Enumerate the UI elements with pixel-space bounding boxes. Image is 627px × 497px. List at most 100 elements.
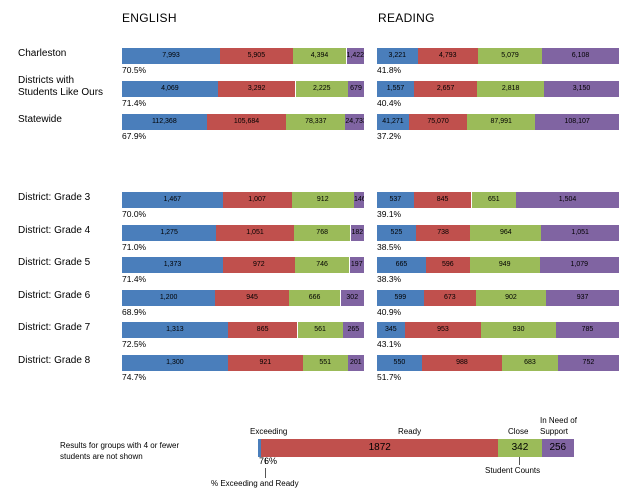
english-bar-close: 78,337 bbox=[286, 114, 346, 130]
reading-bar-exceeding: 550 bbox=[377, 354, 422, 371]
english-bar-close: 666 bbox=[288, 289, 341, 306]
reading-bar-in-need-of-support: 1,504 bbox=[516, 192, 619, 208]
row-label: District: Grade 6 bbox=[18, 290, 90, 302]
legend-bar-exceeding bbox=[258, 439, 262, 457]
reading-pct-label: 41.8% bbox=[377, 65, 402, 75]
english-pct-label: 70.0% bbox=[122, 209, 147, 219]
legend-pct-tick bbox=[265, 458, 266, 464]
english-bar-close: 551 bbox=[302, 354, 348, 371]
english-bar-in-need-of-support: 197 bbox=[349, 257, 364, 273]
row-label: Statewide bbox=[18, 114, 62, 126]
reading-bar-close: 902 bbox=[475, 289, 547, 306]
english-bar-close: 2,225 bbox=[295, 81, 348, 97]
english-bar-close: 768 bbox=[293, 224, 351, 241]
legend-bar-close: 342 bbox=[498, 439, 542, 457]
reading-pct-label: 38.3% bbox=[377, 274, 402, 284]
english-bar-close: 4,394 bbox=[292, 48, 347, 64]
reading-bar-close: 651 bbox=[471, 192, 517, 208]
reading-bar-ready: 845 bbox=[413, 192, 472, 208]
legend-note: Results for groups with 4 or fewer stude… bbox=[60, 440, 179, 462]
english-bar-in-need-of-support: 265 bbox=[342, 322, 364, 338]
english-pct-label: 71.0% bbox=[122, 241, 147, 252]
row-label-line: District: Grade 6 bbox=[18, 289, 91, 301]
reading-bar-exceeding: 537 bbox=[377, 192, 414, 208]
legend-note-line-1: Results for groups with 4 or fewer bbox=[60, 441, 180, 450]
row-label-line: Districts with bbox=[18, 75, 75, 86]
reading-bar-in-need-of-support: 1,079 bbox=[539, 257, 619, 273]
english-bar-close: 561 bbox=[297, 322, 343, 338]
reading-bar-in-need-of-support: 6,108 bbox=[542, 48, 619, 64]
reading-bar-close: 930 bbox=[481, 322, 556, 338]
reading-bar-in-need-of-support: 108,107 bbox=[535, 114, 619, 130]
reading-pct-label: 43.1% bbox=[377, 339, 402, 349]
row-label-line: District: Grade 8 bbox=[18, 354, 91, 366]
row-label-line: District: Grade 5 bbox=[18, 257, 91, 268]
legend-label-support-line-1: In Need of bbox=[540, 416, 577, 425]
row-label: District: Grade 5 bbox=[18, 257, 90, 269]
english-bar-exceeding: 1,275 bbox=[122, 224, 217, 241]
legend-bar-ready: 1872 bbox=[261, 439, 499, 457]
english-bar-exceeding: 1,313 bbox=[122, 322, 228, 338]
english-bar-exceeding: 112,368 bbox=[122, 114, 207, 130]
legend-count-caption: Student Counts bbox=[485, 466, 541, 475]
row-label-line: District: Grade 7 bbox=[18, 322, 91, 333]
reading-bar-ready: 953 bbox=[404, 322, 482, 338]
row-label: Charleston bbox=[18, 48, 66, 60]
reading-bar-ready: 75,070 bbox=[409, 114, 468, 130]
legend-label-exceeding: Exceeding bbox=[250, 427, 288, 436]
row-label-line: District: Grade 3 bbox=[18, 192, 91, 203]
english-bar-close: 912 bbox=[291, 192, 354, 208]
reading-bar-close: 87,991 bbox=[467, 114, 536, 130]
english-bar-in-need-of-support: 24,733 bbox=[345, 114, 364, 130]
english-bar-in-need-of-support: 182 bbox=[350, 224, 364, 241]
row-label-line: District: Grade 4 bbox=[18, 224, 91, 236]
legend-pct-caption: % Exceeding and Ready bbox=[211, 479, 299, 488]
english-bar-exceeding: 7,993 bbox=[122, 48, 221, 64]
english-bar-close: 746 bbox=[294, 257, 350, 273]
reading-bar-ready: 988 bbox=[421, 354, 503, 371]
english-bar-exceeding: 1,467 bbox=[122, 192, 223, 208]
reading-bar-in-need-of-support: 752 bbox=[557, 354, 619, 371]
english-bar-exceeding: 1,373 bbox=[122, 257, 224, 273]
reading-bar-exceeding: 345 bbox=[377, 322, 405, 338]
reading-bar-ready: 738 bbox=[415, 224, 471, 241]
legend-note-line-2: students are not shown bbox=[60, 452, 143, 461]
english-bar-ready: 972 bbox=[223, 257, 295, 273]
reading-bar-close: 683 bbox=[502, 354, 558, 371]
english-bar-exceeding: 1,300 bbox=[122, 354, 228, 371]
legend-bar-in-need-of-support: 256 bbox=[541, 439, 574, 457]
reading-bar-ready: 673 bbox=[423, 289, 476, 306]
reading-bar-exceeding: 599 bbox=[377, 289, 424, 306]
english-bar-in-need-of-support: 146 bbox=[354, 192, 364, 208]
reading-bar-in-need-of-support: 937 bbox=[546, 289, 619, 306]
reading-bar-ready: 596 bbox=[425, 257, 470, 273]
legend-label-support: In Need of Support bbox=[540, 415, 577, 437]
reading-bar-in-need-of-support: 1,051 bbox=[541, 224, 619, 241]
legend-label-ready: Ready bbox=[398, 427, 422, 436]
english-pct-label: 72.5% bbox=[122, 339, 147, 349]
reading-bar-ready: 2,657 bbox=[414, 81, 478, 97]
legend-pct-connector bbox=[265, 468, 266, 478]
reading-bar-ready: 4,793 bbox=[417, 48, 478, 64]
reading-bar-exceeding: 665 bbox=[377, 257, 426, 273]
row-label-line: Statewide bbox=[18, 114, 62, 125]
reading-bar-exceeding: 525 bbox=[377, 224, 416, 241]
reading-bar-close: 2,818 bbox=[477, 81, 545, 97]
reading-pct-label: 37.2% bbox=[377, 131, 402, 141]
english-bar-ready: 865 bbox=[227, 322, 298, 338]
english-bar-ready: 105,684 bbox=[206, 114, 287, 130]
english-bar-in-need-of-support: 201 bbox=[347, 354, 364, 371]
reading-bar-exceeding: 41,271 bbox=[377, 114, 409, 130]
reading-panel-title: READING bbox=[378, 11, 435, 25]
legend-sample-pct: 76% bbox=[259, 456, 278, 466]
reading-bar-in-need-of-support: 785 bbox=[555, 322, 619, 338]
english-pct-label: 67.9% bbox=[122, 131, 147, 141]
english-pct-label: 68.9% bbox=[122, 306, 147, 317]
english-bar-ready: 3,292 bbox=[217, 81, 296, 97]
english-bar-ready: 1,007 bbox=[222, 192, 292, 208]
english-bar-ready: 921 bbox=[227, 354, 303, 371]
reading-bar-exceeding: 1,557 bbox=[377, 81, 414, 97]
row-label-line: Students Like Ours bbox=[18, 87, 104, 98]
row-label: District: Grade 4 bbox=[18, 225, 90, 237]
